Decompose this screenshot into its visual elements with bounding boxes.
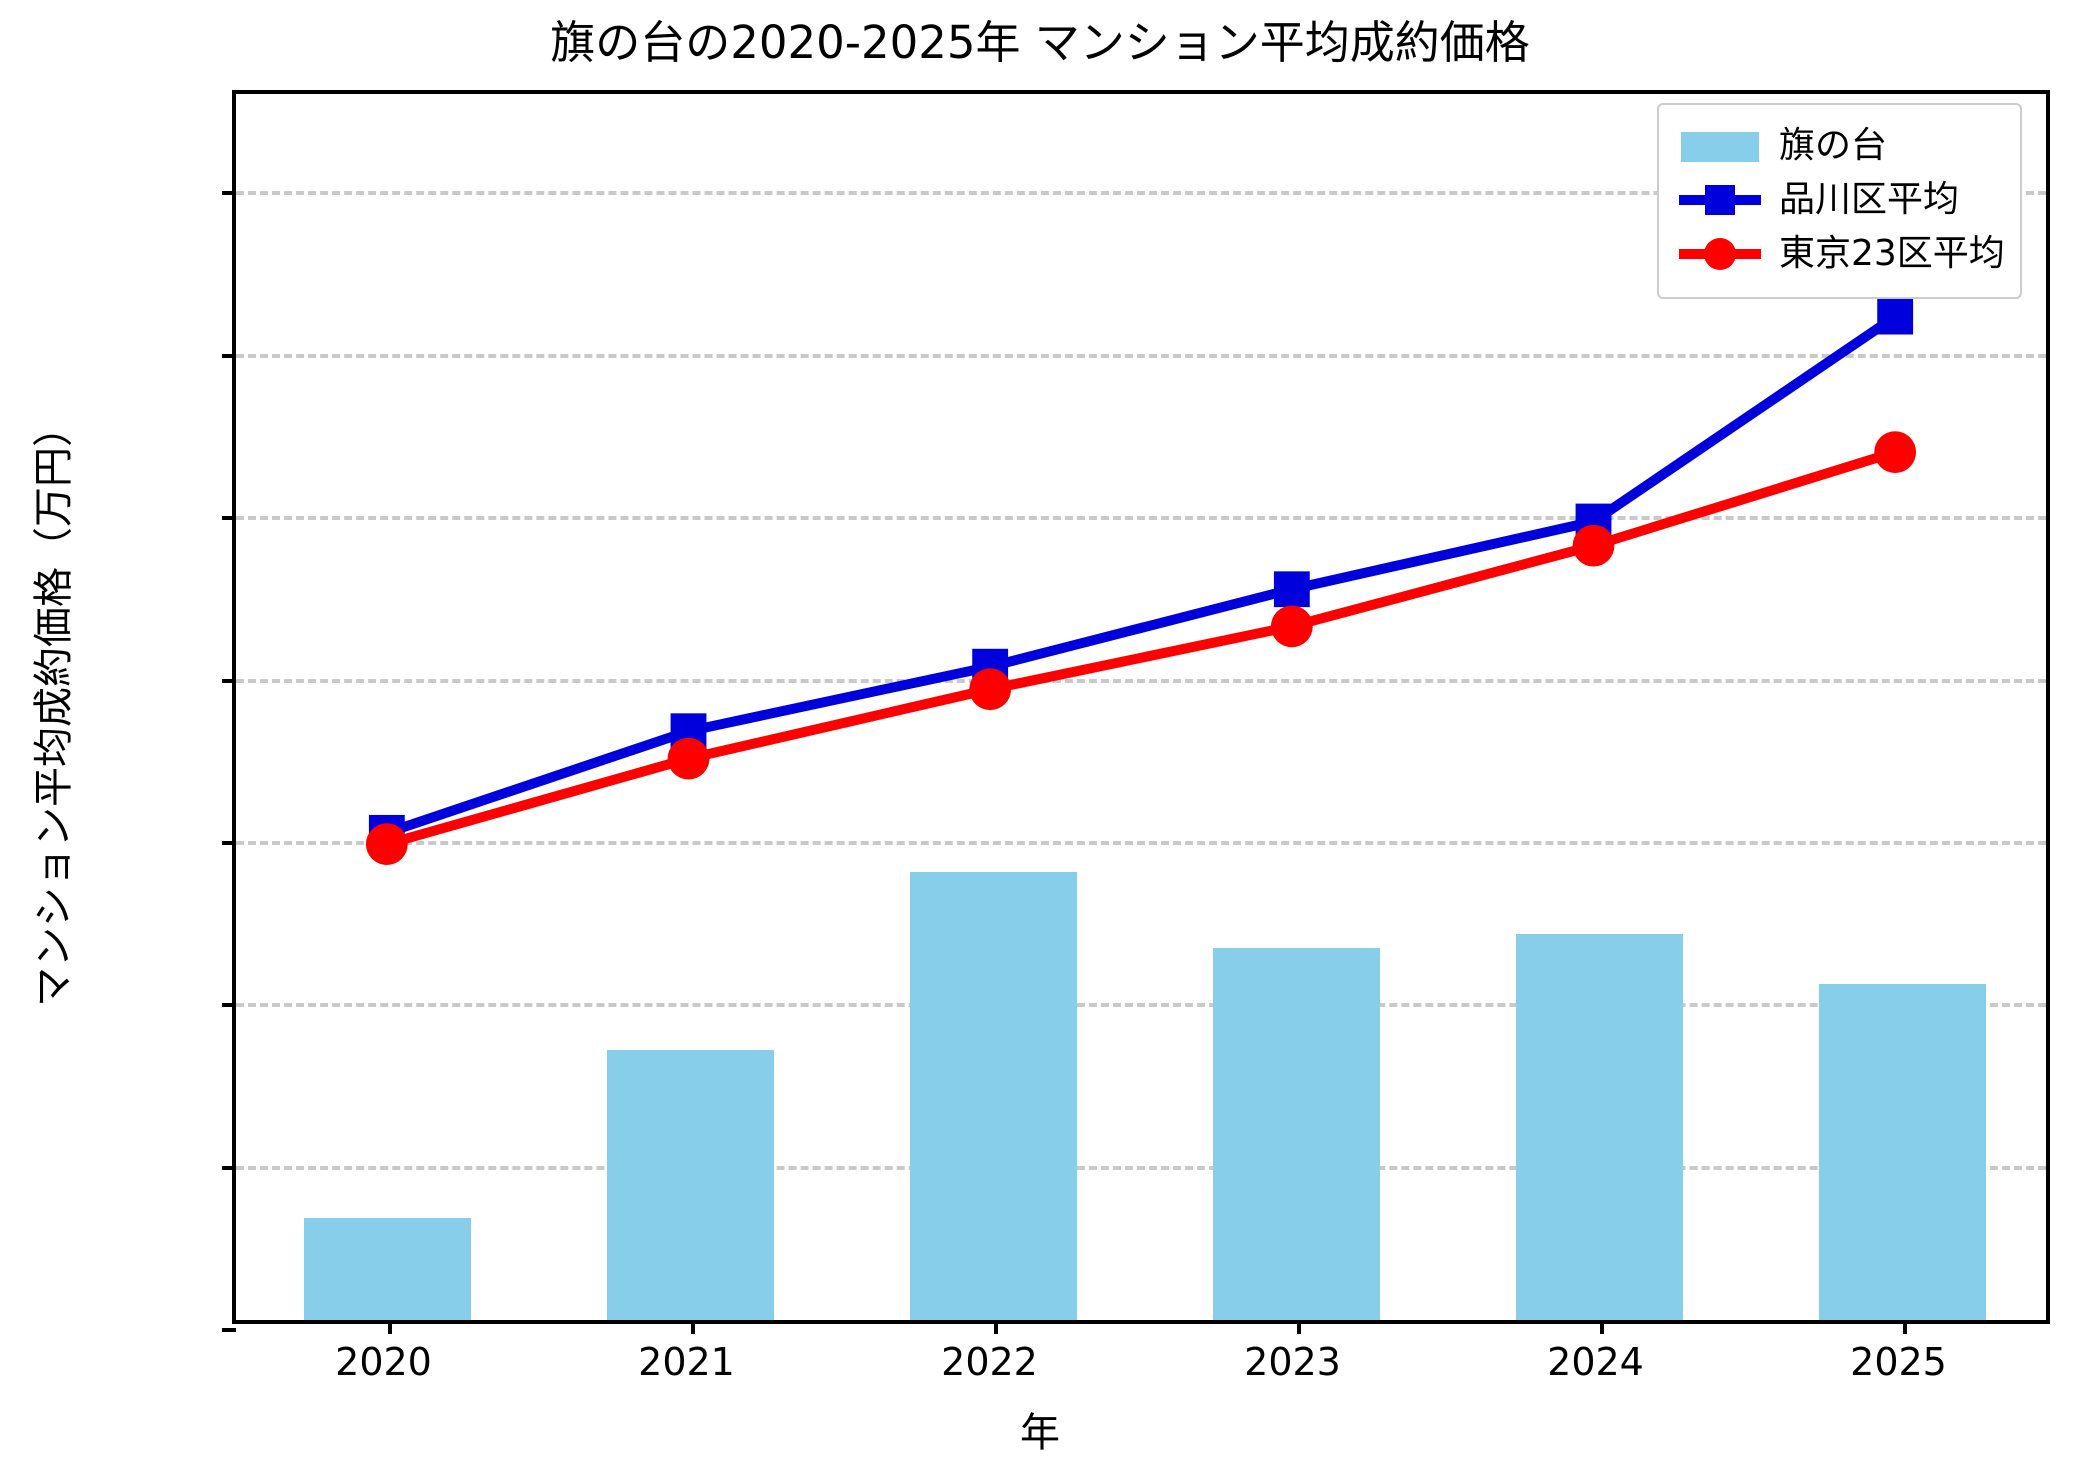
x-tick-mark [690, 1320, 695, 1334]
legend-label-hatanodai: 旗の台 [1779, 125, 1888, 166]
legend-label-tokyo23: 東京23区平均 [1779, 233, 2005, 274]
x-axis-label: 年 [1020, 1410, 1060, 1456]
bar[interactable] [1819, 983, 1986, 1320]
gridline [236, 516, 2046, 521]
circle-marker[interactable] [969, 668, 1012, 711]
circle-marker[interactable] [1874, 431, 1917, 473]
chart-legend: 旗の台 品川区平均 東京23区平均 [1657, 103, 2022, 299]
legend-item-shinagawa[interactable]: 品川区平均 [1677, 173, 2002, 227]
x-tick-label: 2023 [1244, 1340, 1341, 1384]
x-tick-mark [1599, 1320, 1604, 1334]
legend-label-shinagawa: 品川区平均 [1779, 179, 1960, 220]
gridline [236, 191, 2046, 196]
square-marker[interactable] [1877, 298, 1914, 335]
x-tick-label: 2022 [941, 1340, 1038, 1384]
y-tick-mark [222, 1165, 236, 1170]
y-tick-mark [222, 191, 236, 196]
gridline [236, 1165, 2046, 1170]
circle-marker[interactable] [667, 737, 710, 780]
x-tick-mark [387, 1320, 392, 1334]
gridline [236, 678, 2046, 683]
x-tick-label: 2025 [1850, 1340, 1947, 1384]
line-tokyo23 [381, 447, 1901, 850]
gridline [236, 840, 2046, 845]
y-axis-label: マンション平均成約価格（万円） [31, 407, 77, 1007]
legend-item-hatanodai[interactable]: 旗の台 [1677, 119, 2002, 173]
x-tick-label: 2021 [638, 1340, 735, 1384]
line-series-layer [365, 298, 1917, 865]
y-tick-mark [222, 1328, 236, 1332]
x-tick-label: 2024 [1547, 1340, 1644, 1384]
plot-inner [222, 94, 2046, 1334]
y-tick-mark [222, 840, 236, 845]
y-tick-mark [222, 1003, 236, 1008]
x-tick-mark [993, 1320, 998, 1334]
legend-item-tokyo23[interactable]: 東京23区平均 [1677, 227, 2005, 281]
bar[interactable] [910, 871, 1077, 1320]
x-tick-mark [1296, 1320, 1301, 1334]
y-tick-mark [222, 678, 236, 683]
circle-marker-icon [1704, 238, 1736, 270]
square-marker[interactable] [1273, 571, 1310, 608]
bar[interactable] [1516, 933, 1683, 1320]
bar[interactable] [304, 1217, 471, 1320]
y-tick-mark [222, 516, 236, 521]
x-tick-label: 2020 [335, 1340, 432, 1384]
x-tick-mark [1902, 1320, 1907, 1334]
legend-swatch-line-circle-icon [1677, 231, 1763, 277]
circle-marker[interactable] [365, 823, 408, 865]
legend-swatch-line-square-icon [1677, 177, 1763, 223]
bar[interactable] [607, 1050, 774, 1320]
gridline [236, 353, 2046, 358]
y-tick-mark [222, 353, 236, 358]
gridline [236, 1003, 2046, 1008]
page-title: 旗の台の2020-2025年 マンション平均成約価格 [550, 16, 1530, 69]
circle-marker[interactable] [1572, 524, 1615, 567]
square-marker-icon [1705, 185, 1735, 215]
legend-swatch-bar-icon [1677, 123, 1763, 169]
bar[interactable] [1213, 948, 1380, 1320]
line-shinagawa [381, 311, 1901, 838]
circle-marker[interactable] [1270, 605, 1313, 648]
bar-patch-icon [1681, 132, 1759, 162]
